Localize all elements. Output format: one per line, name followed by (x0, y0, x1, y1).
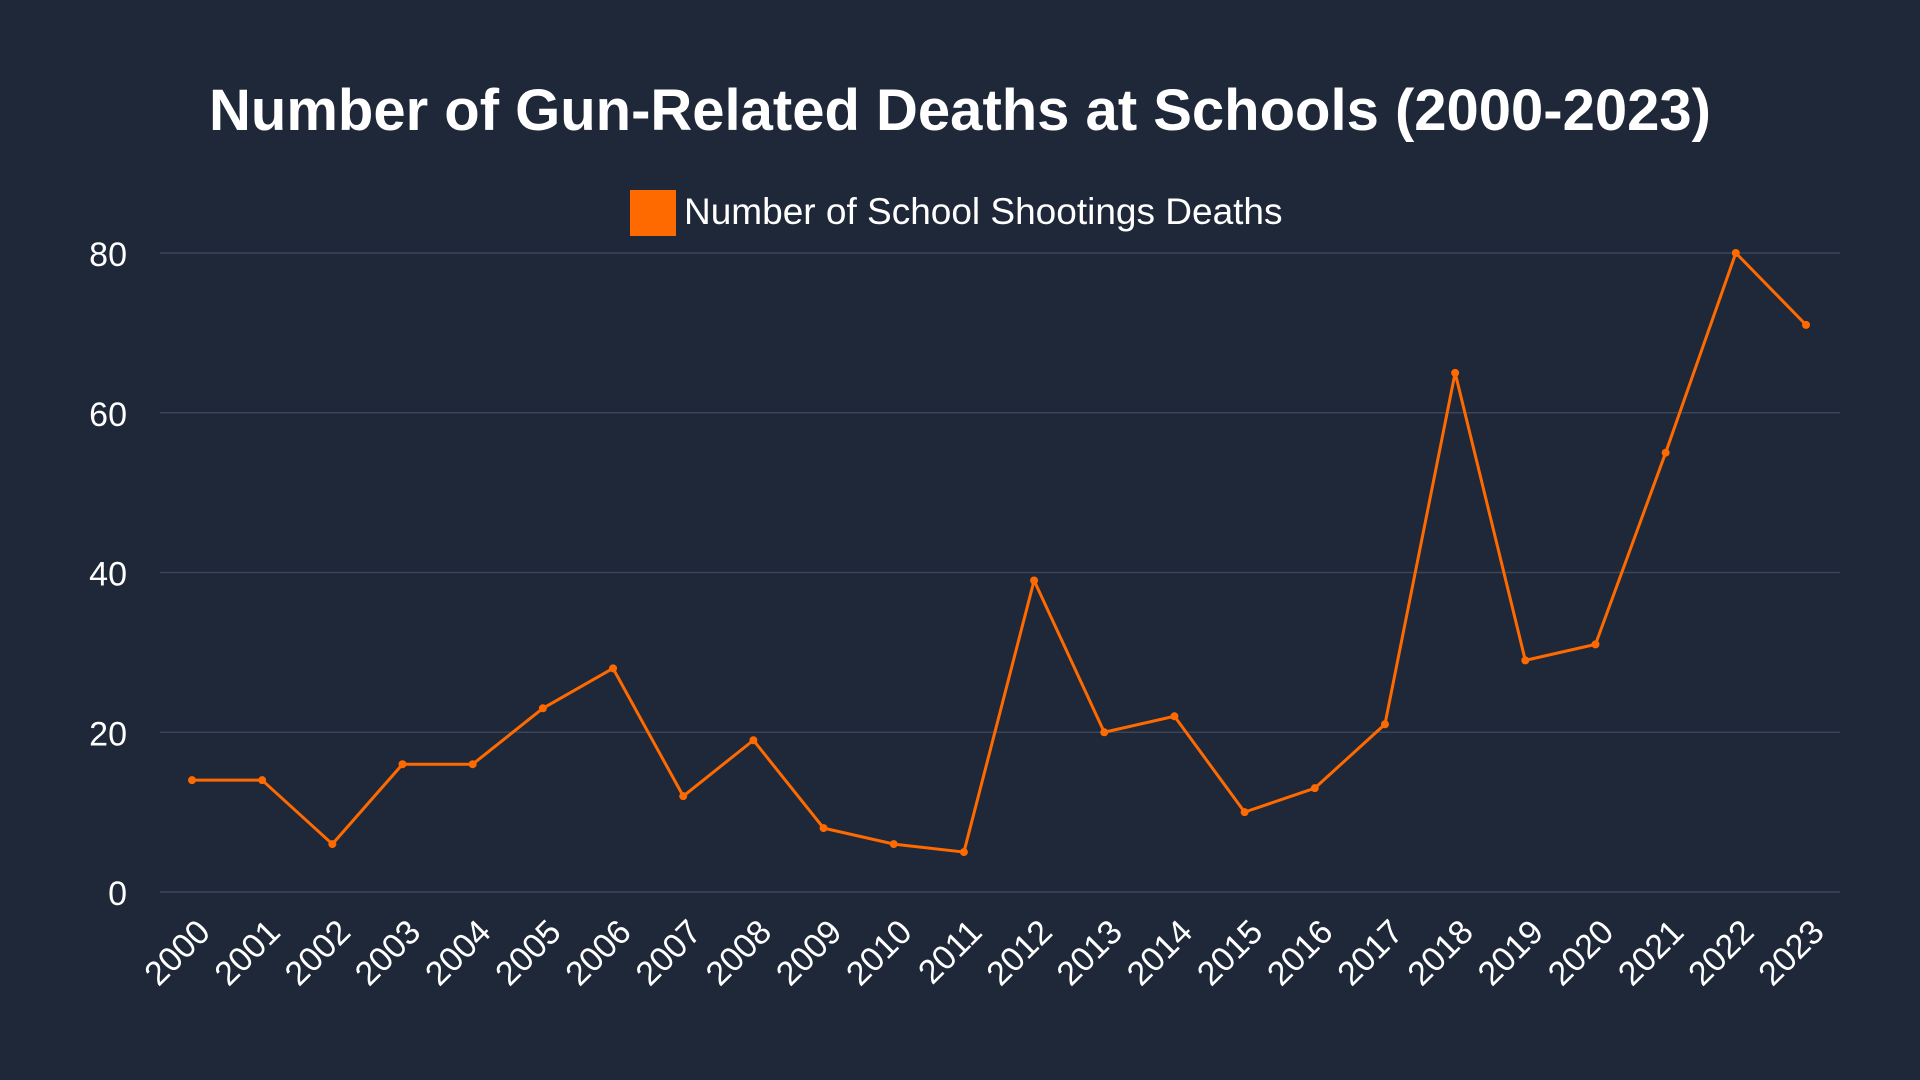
x-tick-label: 2018 (1400, 913, 1480, 993)
x-tick-label: 2015 (1190, 913, 1270, 993)
data-point-2013 (1100, 728, 1109, 737)
x-tick-label: 2021 (1611, 913, 1691, 993)
x-tick-label: 2010 (839, 913, 919, 993)
data-point-2011 (959, 848, 968, 857)
x-tick-label: 2005 (488, 913, 568, 993)
data-point-2017 (1380, 720, 1389, 729)
x-tick-label: 2004 (418, 913, 498, 993)
legend-label: Number of School Shootings Deaths (684, 191, 1283, 232)
x-tick-label: 2002 (278, 913, 358, 993)
data-point-2019 (1521, 656, 1530, 665)
y-tick-label: 60 (89, 396, 127, 434)
chart-title: Number of Gun-Related Deaths at Schools … (209, 78, 1711, 143)
data-point-2021 (1661, 448, 1670, 457)
data-point-2023 (1802, 320, 1810, 329)
gridlines (160, 252, 1840, 893)
data-point-2009 (819, 824, 828, 833)
y-axis-ticks: 0 20 40 60 80 (89, 236, 127, 913)
legend: Number of School Shootings Deaths (630, 190, 1283, 236)
data-point-2014 (1170, 712, 1179, 721)
data-point-2010 (889, 840, 898, 849)
x-tick-label: 2003 (348, 913, 428, 993)
y-tick-label: 80 (89, 236, 127, 274)
x-axis-ticks: 2000200120022003200420052006200720082009… (137, 913, 1831, 993)
y-tick-label: 0 (108, 875, 127, 913)
x-tick-label: 2001 (207, 913, 287, 993)
x-tick-label: 2023 (1751, 913, 1831, 993)
series-line (192, 251, 1808, 854)
x-tick-label: 2014 (1120, 913, 1200, 993)
data-point-2020 (1591, 640, 1600, 649)
series-layer (188, 249, 1810, 857)
data-point-2005 (538, 704, 547, 713)
data-point-2000 (188, 776, 196, 785)
data-point-2008 (749, 736, 758, 745)
x-tick-label: 2013 (1050, 913, 1130, 993)
x-tick-label: 2011 (911, 913, 990, 992)
x-tick-label: 2020 (1541, 913, 1621, 993)
x-tick-label: 2007 (629, 913, 709, 993)
x-tick-label: 2017 (1330, 913, 1410, 993)
data-point-2015 (1240, 808, 1249, 817)
data-point-2002 (328, 840, 337, 849)
x-tick-label: 2006 (558, 913, 638, 993)
x-tick-label: 2012 (979, 913, 1059, 993)
x-tick-label: 2000 (137, 913, 217, 993)
x-tick-label: 2019 (1471, 913, 1551, 993)
data-point-2001 (258, 776, 267, 785)
data-point-2018 (1451, 368, 1460, 377)
data-point-2012 (1030, 576, 1039, 585)
x-tick-label: 2016 (1260, 913, 1340, 993)
data-point-2007 (679, 792, 688, 801)
data-point-2016 (1310, 784, 1319, 793)
x-tick-label: 2008 (699, 913, 779, 993)
data-point-2006 (609, 664, 618, 673)
data-point-2022 (1731, 249, 1740, 257)
legend-swatch (630, 190, 676, 236)
data-point-2003 (398, 760, 407, 769)
y-tick-label: 20 (89, 715, 127, 753)
x-tick-label: 2022 (1681, 913, 1761, 993)
y-tick-label: 40 (89, 556, 127, 594)
x-tick-label: 2009 (769, 913, 849, 993)
data-point-2004 (468, 760, 477, 769)
